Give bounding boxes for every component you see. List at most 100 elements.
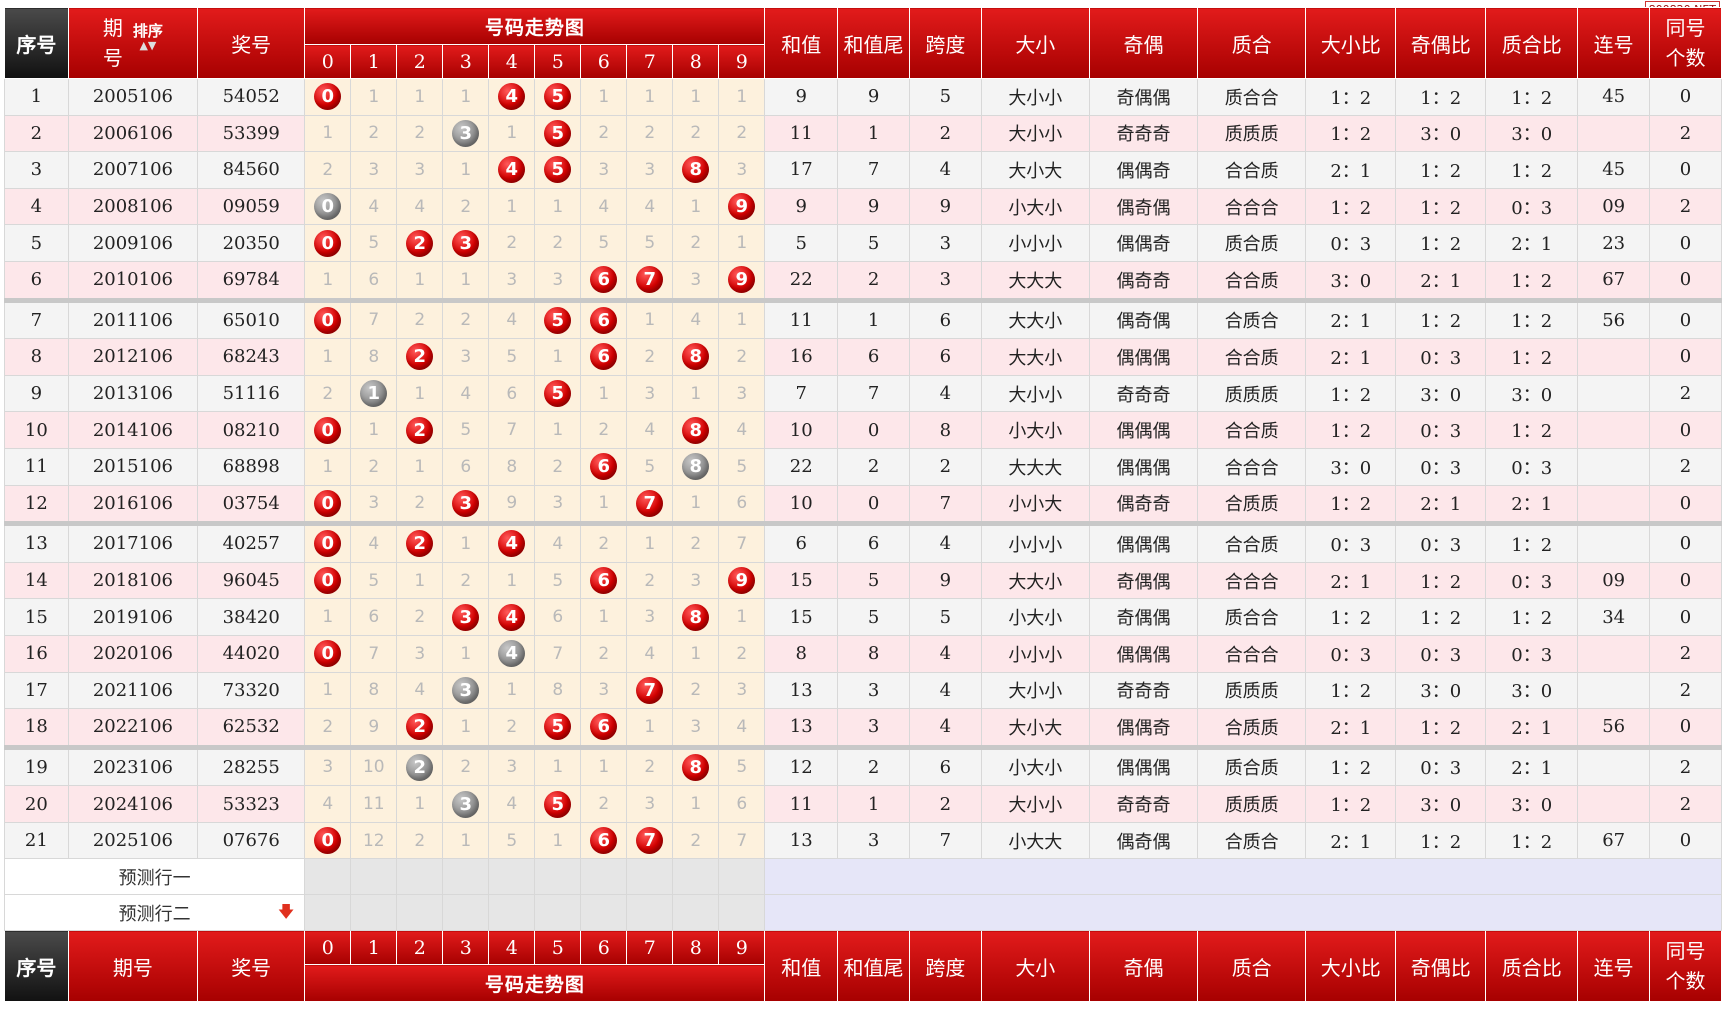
digit-cell-2: 2: [396, 338, 444, 376]
prize-cell: 73320: [197, 671, 306, 710]
sr-cell: 1：2: [1305, 746, 1397, 787]
predict-cell[interactable]: [396, 894, 444, 932]
digit-cell-9: 2: [718, 114, 766, 153]
digit-cell-1: 1: [350, 374, 398, 413]
table-row: 1 2005106 54052 0 1 1 1 4 5 1 1 1 1 9 9 5 大小小 奇偶偶 质合合 1：2 1：…: [4, 78, 1722, 116]
sort-arrows-icon[interactable]: ▲▼: [139, 38, 157, 52]
oer-cell: 1：2: [1395, 78, 1487, 116]
digit-cell-5: 1: [534, 821, 582, 860]
digit-cell-6: 6: [580, 299, 628, 340]
predict-cell[interactable]: [580, 858, 628, 896]
predict-cell[interactable]: [304, 858, 352, 896]
same-cell: 2: [1649, 634, 1722, 673]
predict-cell[interactable]: [442, 858, 490, 896]
drawn-ball: 4: [498, 83, 526, 111]
predict-cell[interactable]: [350, 858, 398, 896]
footer-sum-tail: 和值尾: [837, 930, 910, 1003]
pr-cell: 3：0: [1485, 114, 1579, 153]
period-cell: 2005106: [67, 78, 199, 116]
seq-cell: 11: [4, 447, 69, 486]
predict-cell[interactable]: [718, 858, 766, 896]
drawn-ball: 5: [544, 790, 572, 818]
predict-cell[interactable]: [396, 858, 444, 896]
pr-cell: 0：3: [1485, 561, 1579, 600]
prime-cell: 合质合: [1197, 821, 1307, 860]
span-cell: 7: [908, 821, 982, 860]
header-prize: 奖号: [197, 7, 306, 79]
table-row: 2 2006106 53399 1 2 2 3 1 5 2 2 2 2 11 1 2 大小小 奇奇奇 质质质 1：2 3…: [4, 114, 1722, 153]
same-cell: 0: [1649, 338, 1722, 376]
seq-cell: 18: [4, 708, 69, 750]
header-odd-even: 奇偶: [1088, 7, 1199, 79]
drawn-ball: 9: [728, 266, 756, 294]
drawn-ball: 0: [314, 640, 342, 668]
footer-prime: 质合: [1197, 930, 1307, 1003]
drawn-ball: 8: [682, 343, 710, 371]
drawn-ball: 0: [314, 567, 342, 595]
predict-cell[interactable]: [534, 858, 582, 896]
pr-cell: 2：1: [1485, 746, 1579, 787]
period-sort-box[interactable]: 期 号 排序 ▲▼: [69, 13, 196, 73]
tail-cell: 1: [837, 114, 910, 153]
consec-cell: 45: [1577, 151, 1651, 189]
digit-cell-9: 1: [718, 299, 766, 340]
prize-cell: 53323: [197, 785, 306, 823]
sr-cell: 1：2: [1305, 671, 1397, 710]
oe-cell: 偶偶奇: [1088, 708, 1199, 750]
digit-cell-6: 2: [580, 634, 628, 673]
header-period[interactable]: 期 号 排序 ▲▼: [67, 7, 199, 79]
digit-cell-1: 2: [350, 114, 398, 153]
sr-cell: 2：1: [1305, 821, 1397, 860]
arrow-down-icon[interactable]: 🡇: [277, 902, 295, 922]
digit-cell-0: 0: [304, 411, 352, 449]
digit-cell-6: 3: [580, 671, 628, 710]
consec-cell: 09: [1577, 187, 1651, 226]
footer-same-count: 同号 个数: [1649, 930, 1722, 1003]
digit-cell-1: 2: [350, 447, 398, 486]
predict-cell[interactable]: [718, 894, 766, 932]
table-row: 3 2007106 84560 2 3 3 1 4 5 3 3 8 3 17 7 4 大小大 偶偶奇 合合质 2：1 1…: [4, 151, 1722, 189]
predict-cell[interactable]: [580, 894, 628, 932]
sum-cell: 11: [764, 299, 839, 340]
same-cell: 0: [1649, 151, 1722, 189]
prize-cell: 09059: [197, 187, 306, 226]
footer-digit-2: 2: [396, 930, 444, 966]
sort-button[interactable]: 排序 ▲▼: [133, 20, 163, 51]
drawn-ball: 8: [682, 156, 710, 184]
digit-cell-4: 3: [488, 260, 536, 303]
digit-cell-9: 6: [718, 484, 766, 527]
predict-cell[interactable]: [626, 894, 674, 932]
predict-cell[interactable]: [626, 858, 674, 896]
predict-cell[interactable]: [442, 894, 490, 932]
oer-cell: 0：3: [1395, 746, 1487, 787]
oer-cell: 3：0: [1395, 374, 1487, 413]
digit-cell-4: 4: [488, 785, 536, 823]
table-row: 7 2011106 65010 0 7 2 2 4 5 6 1 4 1 11 1 6 大大小 偶奇偶 合质合 2：1 1…: [4, 299, 1722, 340]
digit-cell-8: 2: [672, 821, 720, 860]
sr-cell: 1：2: [1305, 187, 1397, 226]
predict-cell[interactable]: [304, 894, 352, 932]
oer-cell: 1：2: [1395, 151, 1487, 189]
predict-cell[interactable]: [534, 894, 582, 932]
digit-cell-8: 8: [672, 447, 720, 486]
drawn-ball: 0: [314, 489, 342, 517]
predict-cell[interactable]: [672, 858, 720, 896]
span-cell: 6: [908, 299, 982, 340]
consec-cell: 45: [1577, 78, 1651, 116]
drawn-ball: 6: [590, 306, 618, 334]
predict-cell[interactable]: [488, 894, 536, 932]
same-cell: 2: [1649, 114, 1722, 153]
oe-cell: 奇奇奇: [1088, 671, 1199, 710]
repeat-ball: 0: [314, 193, 342, 221]
drawn-ball: 0: [314, 530, 342, 558]
prize-cell: 44020: [197, 634, 306, 673]
drawn-ball: 5: [544, 380, 572, 408]
predict-cell[interactable]: [672, 894, 720, 932]
footer-oe-ratio: 奇偶比: [1395, 930, 1487, 1003]
same-cell: 0: [1649, 523, 1722, 563]
predict-cell[interactable]: [350, 894, 398, 932]
span-cell: 9: [908, 187, 982, 226]
oer-cell: 0：3: [1395, 447, 1487, 486]
digit-cell-7: 1: [626, 523, 674, 563]
predict-cell[interactable]: [488, 858, 536, 896]
